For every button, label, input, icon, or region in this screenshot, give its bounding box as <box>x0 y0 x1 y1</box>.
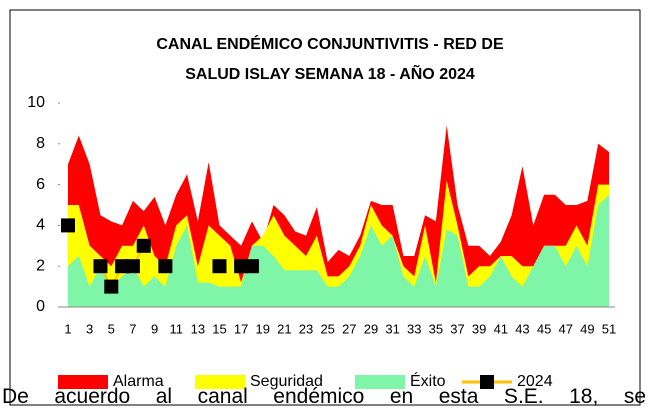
data-point <box>61 218 75 233</box>
data-point <box>244 259 259 274</box>
legend-label: 2024 <box>517 373 553 390</box>
series-area <box>68 180 609 307</box>
x-tick-label: 49 <box>580 321 594 336</box>
x-tick-label: 13 <box>191 321 205 336</box>
x-tick-label: 17 <box>234 321 248 336</box>
x-tick-label: 39 <box>472 321 486 336</box>
x-tick-label: 3 <box>86 321 93 336</box>
x-tick-label: 5 <box>108 321 115 336</box>
legend-swatch <box>355 375 405 389</box>
legend-label: Seguridad <box>250 373 323 390</box>
y-tick-label: 0 <box>36 298 45 315</box>
data-point <box>136 238 151 253</box>
data-point <box>115 259 130 274</box>
legend-label: Alarma <box>113 373 164 390</box>
x-tick-label: 41 <box>494 321 508 336</box>
x-tick-label: 37 <box>450 321 464 336</box>
x-tick-label: 25 <box>320 321 334 336</box>
x-tick-label: 43 <box>515 321 529 336</box>
x-tick-label: 31 <box>385 321 399 336</box>
data-point <box>93 259 108 274</box>
data-point <box>212 259 227 274</box>
x-tick-label: 51 <box>602 321 616 336</box>
legend-swatch <box>58 375 108 389</box>
x-tick-label: 19 <box>256 321 270 336</box>
paragraph: De acuerdo al canal endémico en esta S.E… <box>2 385 646 408</box>
y-tick-label: 8 <box>36 135 45 152</box>
x-tick-label: 7 <box>129 321 136 336</box>
data-point <box>125 259 140 274</box>
x-tick-label: 23 <box>299 321 313 336</box>
x-tick-label: 27 <box>342 321 356 336</box>
y-tick-label: 6 <box>36 176 45 193</box>
y-tick-label: 10 <box>27 94 45 111</box>
x-tick-label: 15 <box>212 321 226 336</box>
x-tick-label: 1 <box>64 321 71 336</box>
data-point <box>158 259 173 274</box>
series-area <box>68 194 609 307</box>
x-tick-label: 29 <box>364 321 378 336</box>
x-tick-label: 9 <box>151 321 158 336</box>
x-tick-label: 33 <box>407 321 421 336</box>
y-tick-label: 4 <box>36 217 45 234</box>
legend-label: Éxito <box>410 371 446 390</box>
legend-swatch <box>195 375 245 389</box>
x-tick-label: 45 <box>537 321 551 336</box>
x-tick-label: 11 <box>169 321 183 336</box>
x-tick-label: 21 <box>277 321 291 336</box>
y-tick-label: 2 <box>36 257 45 274</box>
data-point <box>104 279 119 294</box>
x-tick-label: 35 <box>429 321 443 336</box>
data-point <box>234 259 249 274</box>
chart-frame <box>9 9 641 406</box>
chart-title: CANAL ENDÉMICO CONJUNTIVITIS - RED DE <box>156 34 504 53</box>
legend-marker <box>480 375 494 389</box>
chart-title: SALUD ISLAY SEMANA 18 - AÑO 2024 <box>185 63 475 83</box>
x-tick-label: 47 <box>558 321 572 336</box>
